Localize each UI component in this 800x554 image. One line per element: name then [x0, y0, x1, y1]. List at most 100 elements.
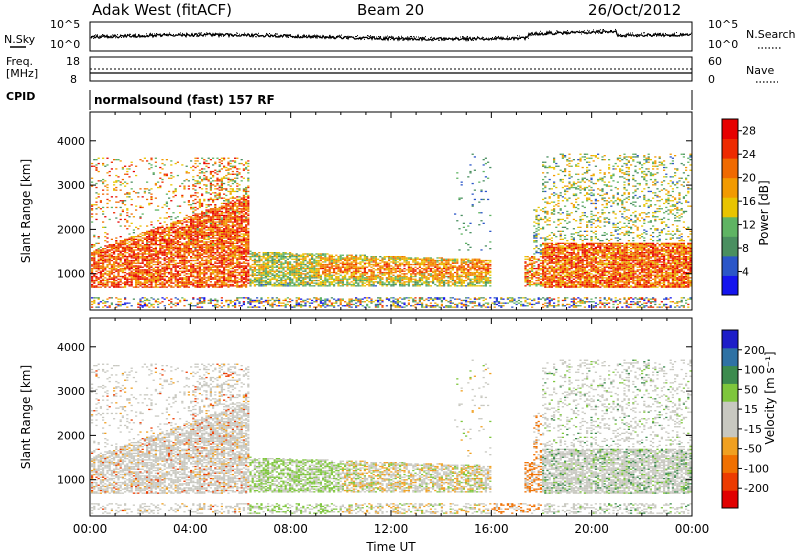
power-cell [124, 247, 126, 248]
power-cell [175, 233, 177, 234]
power-cell [128, 303, 130, 304]
power-cell [245, 192, 247, 193]
power-cell [104, 253, 106, 254]
power-cell [221, 281, 223, 282]
power-cell [146, 257, 148, 258]
power-cell [205, 235, 207, 236]
power-cell [263, 275, 265, 276]
power-cell [249, 307, 251, 308]
power-cell [236, 281, 238, 282]
power-cell [157, 271, 159, 272]
power-cell [236, 300, 238, 301]
power-cell [296, 272, 298, 273]
power-cell [282, 263, 284, 264]
power-cell [133, 267, 135, 268]
power-cell [113, 245, 115, 246]
power-cell [320, 267, 322, 268]
power-cell [243, 215, 245, 216]
power-cell [172, 232, 174, 233]
power-cell [342, 267, 344, 268]
power-cell [126, 194, 128, 195]
power-cell [144, 283, 146, 284]
power-cell [146, 182, 148, 183]
power-cell [227, 257, 229, 258]
power-cell [148, 192, 150, 193]
power-cell [199, 261, 201, 262]
power-cell [104, 267, 106, 268]
power-cell [172, 248, 174, 249]
power-cell [315, 265, 317, 266]
power-cell [309, 272, 311, 273]
power-cell [124, 275, 126, 276]
power-cell [300, 256, 302, 257]
power-cell [168, 247, 170, 248]
power-cell [179, 275, 181, 276]
power-cell [311, 267, 313, 268]
power-cell [214, 245, 216, 246]
power-cell [243, 284, 245, 285]
power-cell [98, 253, 100, 254]
power-cell [199, 275, 201, 276]
power-cell [232, 259, 234, 260]
power-cell [128, 192, 130, 193]
power-cell [340, 300, 342, 301]
power-cell [216, 229, 218, 230]
power-cell [142, 241, 144, 242]
power-cell [232, 206, 234, 207]
power-cell [106, 184, 108, 185]
power-cell [93, 259, 95, 260]
power-cell [315, 299, 317, 300]
power-cell [225, 220, 227, 221]
power-cell [135, 249, 137, 250]
power-cell [199, 264, 201, 265]
power-cell [203, 244, 205, 245]
power-cell [161, 269, 163, 270]
power-cell [285, 299, 287, 300]
power-cell [238, 231, 240, 232]
power-cell [212, 300, 214, 301]
power-cell [159, 241, 161, 242]
power-cell [197, 249, 199, 250]
power-cell [223, 248, 225, 249]
power-cell [236, 178, 238, 179]
power-cell [122, 168, 124, 169]
power-cell [223, 200, 225, 201]
power-cell [225, 236, 227, 237]
beam-title: Beam 20 [357, 1, 424, 19]
power-cell [148, 232, 150, 233]
power-cell [276, 255, 278, 256]
noise-search-point [615, 29, 616, 30]
power-cell [124, 263, 126, 264]
power-cell [144, 277, 146, 278]
power-cell [236, 241, 238, 242]
power-cell [256, 269, 258, 270]
power-cell [115, 259, 117, 260]
power-cell [245, 237, 247, 238]
power-cell [166, 202, 168, 203]
noise-search-point [556, 30, 557, 31]
noise-search-point [602, 29, 603, 30]
power-cell [223, 245, 225, 246]
power-cell [104, 305, 106, 306]
power-cell [238, 273, 240, 274]
power-cell [120, 304, 122, 305]
power-cell [126, 267, 128, 268]
power-cell [205, 160, 207, 161]
power-cell [148, 245, 150, 246]
power-cell [148, 261, 150, 262]
power-cell [230, 209, 232, 210]
power-cell [311, 272, 313, 273]
power-cell [177, 228, 179, 229]
power-cell [243, 168, 245, 169]
power-cell [197, 239, 199, 240]
power-cell [216, 174, 218, 175]
power-cell [139, 188, 141, 189]
power-cell [258, 279, 260, 280]
power-cell [95, 243, 97, 244]
power-cell [95, 192, 97, 193]
power-cell [201, 301, 203, 302]
power-cell [329, 256, 331, 257]
freq-tick-top: 18 [66, 55, 80, 68]
power-cell [106, 233, 108, 234]
noise-search-point [433, 40, 434, 41]
